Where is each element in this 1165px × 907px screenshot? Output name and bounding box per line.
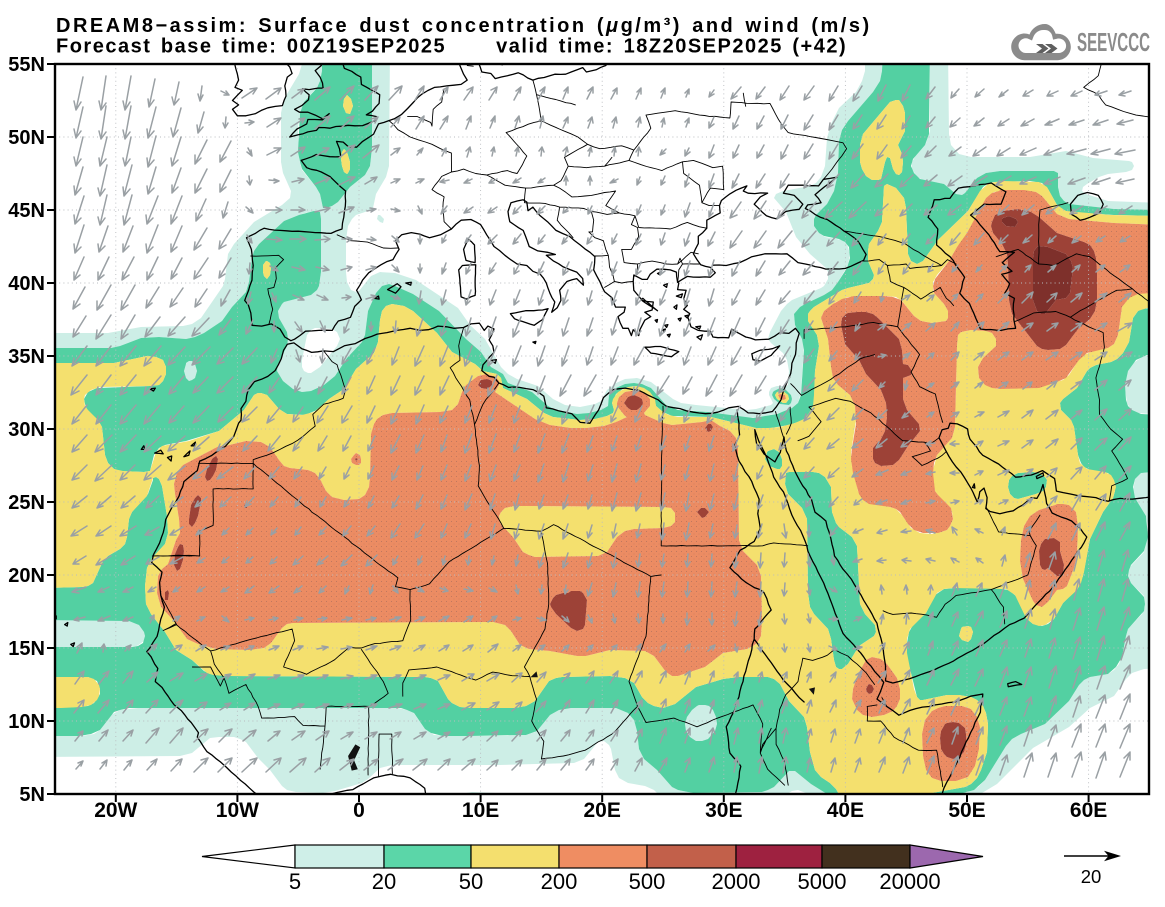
- svg-text:60E: 60E: [1070, 799, 1107, 822]
- svg-text:50N: 50N: [8, 127, 45, 149]
- svg-text:45N: 45N: [8, 200, 45, 222]
- svg-text:10E: 10E: [462, 799, 499, 822]
- svg-text:DREAM8−assim: Surface dust con: DREAM8−assim: Surface dust concentration…: [56, 15, 872, 37]
- svg-text:15N: 15N: [8, 638, 45, 660]
- svg-text:SEEVCCC: SEEVCCC: [1077, 27, 1150, 57]
- svg-text:5000: 5000: [798, 869, 847, 894]
- svg-text:5N: 5N: [19, 784, 45, 806]
- svg-text:40N: 40N: [8, 273, 45, 295]
- svg-text:0: 0: [353, 799, 365, 822]
- svg-text:30N: 30N: [8, 419, 45, 441]
- svg-text:5: 5: [289, 869, 301, 894]
- svg-text:25N: 25N: [8, 492, 45, 514]
- svg-text:50: 50: [459, 869, 483, 894]
- svg-text:500: 500: [629, 869, 666, 894]
- svg-text:10W: 10W: [216, 799, 259, 822]
- svg-text:20E: 20E: [584, 799, 621, 822]
- svg-text:20: 20: [1081, 866, 1102, 887]
- svg-text:40E: 40E: [827, 799, 864, 822]
- svg-text:10N: 10N: [8, 711, 45, 733]
- svg-text:30E: 30E: [705, 799, 742, 822]
- svg-text:50E: 50E: [948, 799, 985, 822]
- svg-text:55N: 55N: [8, 54, 45, 76]
- svg-text:20N: 20N: [8, 565, 45, 587]
- svg-text:20000: 20000: [879, 869, 940, 894]
- svg-text:20W: 20W: [94, 799, 137, 822]
- svg-text:35N: 35N: [8, 346, 45, 368]
- svg-text:20: 20: [372, 869, 396, 894]
- svg-text:200: 200: [541, 869, 578, 894]
- svg-text:2000: 2000: [712, 869, 761, 894]
